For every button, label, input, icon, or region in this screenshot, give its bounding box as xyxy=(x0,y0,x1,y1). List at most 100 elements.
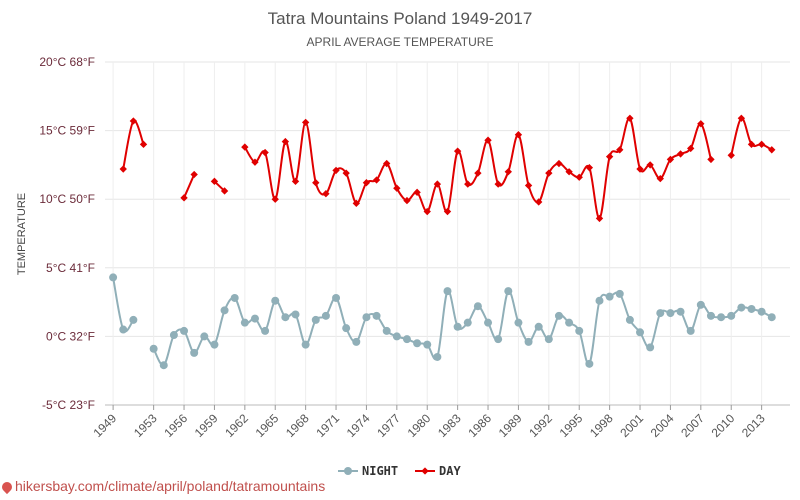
data-point-day xyxy=(595,214,604,223)
data-point-day xyxy=(737,114,746,122)
legend-item-night: NIGHT xyxy=(338,464,398,478)
data-point-day xyxy=(464,180,472,188)
y-tick-label: 5°C 41°F xyxy=(46,261,95,275)
x-tick-label: 2013 xyxy=(739,411,768,440)
x-tick-label: 1949 xyxy=(90,411,119,440)
data-point-night xyxy=(169,331,178,340)
series-layer xyxy=(109,114,776,370)
data-point-night xyxy=(747,304,756,313)
data-point-night xyxy=(676,307,685,316)
data-point-day xyxy=(757,140,766,148)
data-point-day xyxy=(241,143,249,151)
data-point-night xyxy=(109,273,118,282)
data-point-day xyxy=(575,173,583,181)
y-axis-ticks: -5°C 23°F 0°C 32°F 5°C 41°F 10°C 50°F 15°C 5… xyxy=(39,55,95,412)
x-tick-label: 1953 xyxy=(131,411,160,440)
data-point-night xyxy=(717,313,726,322)
data-point-night xyxy=(392,332,401,341)
data-point-day xyxy=(727,151,735,159)
data-point-night xyxy=(291,310,300,319)
data-point-day xyxy=(768,146,776,154)
data-point-night xyxy=(615,289,624,298)
series-line-night xyxy=(152,289,773,367)
data-point-night xyxy=(636,328,645,337)
data-point-night xyxy=(372,311,381,320)
y-tick-label: 15°C 59°F xyxy=(39,124,95,138)
x-tick-label: 1974 xyxy=(344,411,373,440)
data-point-night xyxy=(484,318,493,327)
data-point-day xyxy=(474,169,482,177)
data-point-night xyxy=(180,326,189,335)
data-point-day xyxy=(636,165,644,173)
source-text: hikersbay.com/climate/april/poland/tatra… xyxy=(15,478,326,494)
x-tick-label: 1959 xyxy=(192,411,221,440)
data-point-night xyxy=(686,326,695,335)
data-point-night xyxy=(554,311,563,320)
data-point-day xyxy=(514,131,523,139)
data-point-night xyxy=(443,287,452,296)
source-link[interactable]: hikersbay.com/climate/april/poland/tatra… xyxy=(0,478,326,495)
data-point-day xyxy=(403,196,411,205)
data-point-day xyxy=(342,169,350,177)
data-point-day xyxy=(605,152,614,161)
data-point-day xyxy=(372,176,381,184)
data-point-day xyxy=(210,177,219,186)
data-point-day xyxy=(180,194,188,202)
location-pin-icon xyxy=(0,479,15,495)
data-point-day xyxy=(139,140,148,148)
data-point-day xyxy=(301,118,310,127)
data-point-night xyxy=(220,306,229,315)
x-tick-label: 2004 xyxy=(648,411,677,440)
data-point-day xyxy=(545,169,553,177)
data-point-day xyxy=(697,120,705,128)
data-point-day xyxy=(524,181,533,190)
data-point-night xyxy=(200,332,209,341)
y-tick-label: 0°C 32°F xyxy=(46,329,95,343)
data-point-day xyxy=(119,165,127,173)
x-tick-label: 1992 xyxy=(526,411,555,440)
data-point-night xyxy=(646,343,655,352)
data-point-day xyxy=(494,180,502,188)
data-point-night xyxy=(544,335,553,344)
x-tick-label: 1965 xyxy=(253,411,282,440)
data-point-night xyxy=(473,302,482,311)
data-point-night xyxy=(413,339,422,348)
x-tick-label: 1998 xyxy=(587,411,616,440)
x-tick-label: 1983 xyxy=(435,411,464,440)
data-point-night xyxy=(595,296,604,305)
data-point-day xyxy=(707,155,715,164)
legend-label: DAY xyxy=(439,464,461,478)
data-point-night xyxy=(514,318,523,327)
data-point-night xyxy=(119,325,128,334)
data-point-night xyxy=(210,340,219,349)
series-line-day xyxy=(183,174,196,199)
data-point-night xyxy=(230,293,239,302)
data-point-day xyxy=(251,158,259,166)
data-point-day xyxy=(565,168,573,176)
x-axis-ticks: 1949 1953 1956 1959 1962 1965 1968 1971 1974 1977… xyxy=(90,404,790,440)
series-day xyxy=(119,114,776,223)
x-tick-label: 1962 xyxy=(222,411,251,440)
data-point-day xyxy=(687,144,695,153)
data-point-day xyxy=(443,207,452,216)
data-point-night xyxy=(240,318,249,327)
series-line-night xyxy=(112,277,135,333)
data-point-day xyxy=(423,207,431,216)
data-point-night xyxy=(342,324,351,333)
x-tick-label: 2010 xyxy=(709,411,738,440)
series-line-day xyxy=(730,117,773,156)
data-point-day xyxy=(312,179,320,187)
data-point-night xyxy=(402,335,411,344)
data-point-day xyxy=(555,159,563,168)
data-point-night xyxy=(250,314,259,323)
data-point-night xyxy=(727,311,736,320)
data-point-day xyxy=(616,146,624,154)
data-point-night xyxy=(311,315,320,324)
data-point-night xyxy=(190,348,199,357)
data-point-night xyxy=(737,303,746,312)
data-point-day xyxy=(535,198,543,206)
data-point-day xyxy=(666,155,675,164)
x-tick-label: 1977 xyxy=(374,411,403,440)
legend: NIGHT DAY xyxy=(338,464,461,478)
